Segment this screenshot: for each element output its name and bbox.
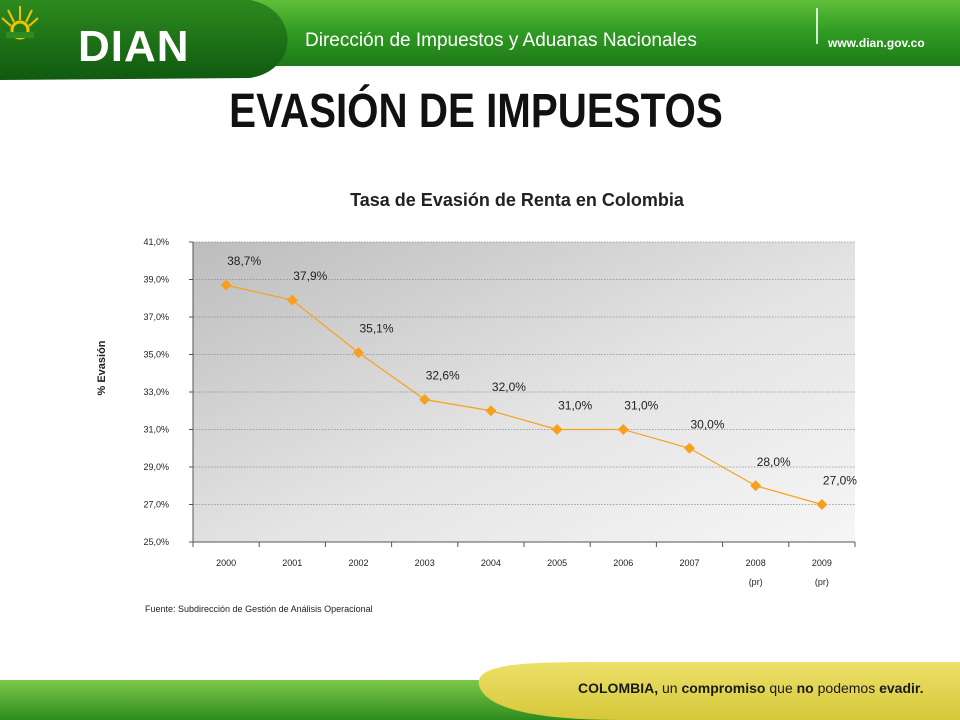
- x-tick-label: 2002: [348, 558, 368, 568]
- x-tick-label: 2001: [282, 558, 302, 568]
- y-tick-label: 29,0%: [143, 462, 169, 472]
- data-point: [419, 394, 431, 405]
- header-background: [0, 0, 960, 80]
- data-label: 31,0%: [624, 399, 658, 413]
- y-tick-label: 35,0%: [143, 350, 169, 360]
- y-tick-label: 37,0%: [143, 312, 169, 322]
- data-label: 27,0%: [823, 474, 857, 488]
- data-label: 30,0%: [691, 417, 725, 431]
- data-point: [617, 424, 629, 435]
- header-banner: DIAN Dirección de Impuestos y Aduanas Na…: [0, 0, 960, 90]
- x-tick-note: (pr): [749, 577, 763, 587]
- footer-background: [0, 662, 960, 720]
- x-tick-label: 2005: [547, 558, 567, 568]
- x-tick-note: (pr): [815, 577, 829, 587]
- source-note: Fuente: Subdirección de Gestión de Análi…: [145, 604, 373, 614]
- y-tick-label: 27,0%: [143, 500, 169, 510]
- slogan-part: que: [765, 680, 797, 696]
- chart-title: Tasa de Evasión de Renta en Colombia: [350, 190, 684, 210]
- x-tick-label: 2000: [216, 558, 236, 568]
- x-tick-label: 2009: [812, 558, 832, 568]
- logo-text: DIAN: [78, 22, 190, 71]
- slogan-part: compromiso: [681, 680, 766, 696]
- x-tick-label: 2008: [746, 558, 766, 568]
- data-point: [750, 480, 762, 492]
- website-link[interactable]: www.dian.gov.co: [828, 36, 925, 50]
- data-point: [816, 499, 828, 510]
- agency-name: Dirección de Impuestos y Aduanas Naciona…: [305, 30, 697, 51]
- data-label: 32,6%: [426, 369, 460, 383]
- footer-banner: COLOMBIA, un compromiso que no podemos e…: [0, 650, 960, 720]
- x-tick-label: 2004: [481, 558, 501, 568]
- slide-title: EVASIÓN DE IMPUESTOS: [229, 85, 723, 138]
- data-point: [353, 347, 364, 359]
- x-tick-label: 2006: [613, 558, 633, 568]
- y-tick-label: 39,0%: [143, 275, 169, 285]
- data-point: [220, 279, 232, 291]
- slogan-part: COLOMBIA,: [578, 680, 659, 696]
- data-point: [286, 294, 298, 306]
- data-label: 31,0%: [558, 399, 592, 413]
- data-label: 28,0%: [757, 455, 791, 469]
- data-point: [485, 405, 497, 417]
- data-point: [684, 442, 695, 454]
- slogan-part: un: [658, 680, 682, 696]
- x-tick-label: 2007: [679, 558, 699, 568]
- slogan-part: evadir.: [879, 680, 924, 696]
- slogan-part: podemos: [813, 680, 880, 696]
- sun-logo-icon: [1, 6, 39, 40]
- data-label: 32,0%: [492, 380, 526, 394]
- y-tick-label: 25,0%: [143, 537, 169, 547]
- data-point: [551, 424, 563, 435]
- data-label: 35,1%: [360, 322, 394, 336]
- slogan-part: no: [796, 680, 814, 696]
- y-tick-label: 33,0%: [143, 387, 169, 397]
- y-tick-label: 31,0%: [143, 425, 169, 435]
- x-tick-label: 2003: [415, 558, 435, 568]
- series-line: [225, 284, 823, 506]
- data-label: 38,7%: [227, 254, 261, 268]
- y-tick-label: 41,0%: [143, 237, 169, 247]
- data-label: 37,9%: [293, 269, 327, 283]
- footer-slogan: COLOMBIA, un compromiso que no podemos e…: [578, 680, 923, 696]
